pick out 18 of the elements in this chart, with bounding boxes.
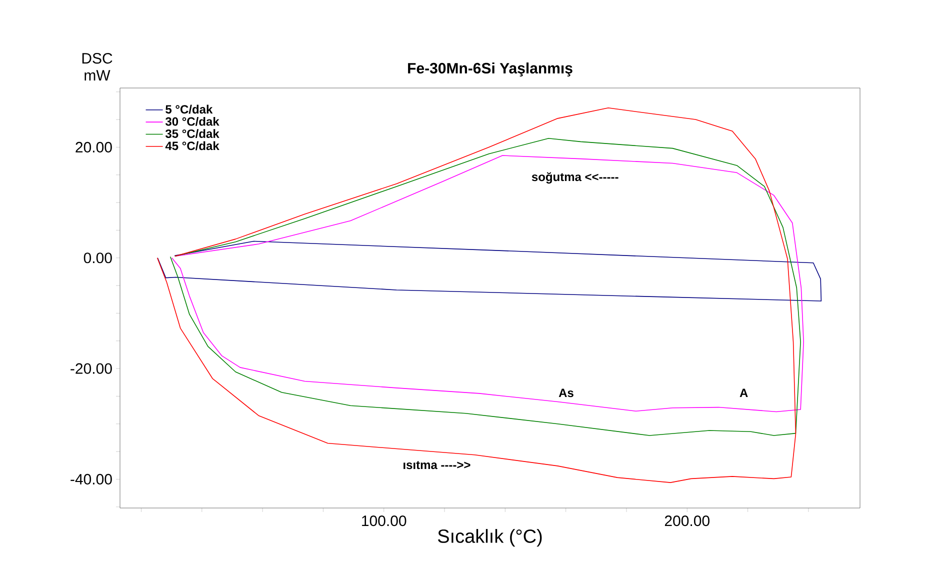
legend-label: 30 °C/dak xyxy=(165,116,220,126)
annotation: A xyxy=(740,388,748,398)
annotation: ısıtma ---->> xyxy=(404,461,470,470)
x-tick-label: 100.00 xyxy=(362,516,406,526)
legend-label: 5 °C/dak xyxy=(166,104,213,114)
y-tick-label: -20.00 xyxy=(70,363,112,374)
y-axis-title: DSC mW xyxy=(82,53,112,80)
y-tick-label: 20.00 xyxy=(76,142,112,153)
annotation: As xyxy=(558,388,574,398)
x-tick-label: 200.00 xyxy=(664,516,710,526)
y-tick-label: -40.00 xyxy=(70,474,112,485)
y-tick-label: 0.00 xyxy=(84,252,112,264)
annotation: soğutma <<----- xyxy=(532,172,618,184)
legend-label: 45 °C/dak xyxy=(165,141,220,150)
line-series xyxy=(157,240,822,302)
x-axis-title: Sıcaklık (°C) xyxy=(438,528,542,547)
chart-title: Fe-30Mn-6Si Yaşlanmış xyxy=(408,62,572,76)
legend-label: 35 °C/dak xyxy=(165,129,220,138)
